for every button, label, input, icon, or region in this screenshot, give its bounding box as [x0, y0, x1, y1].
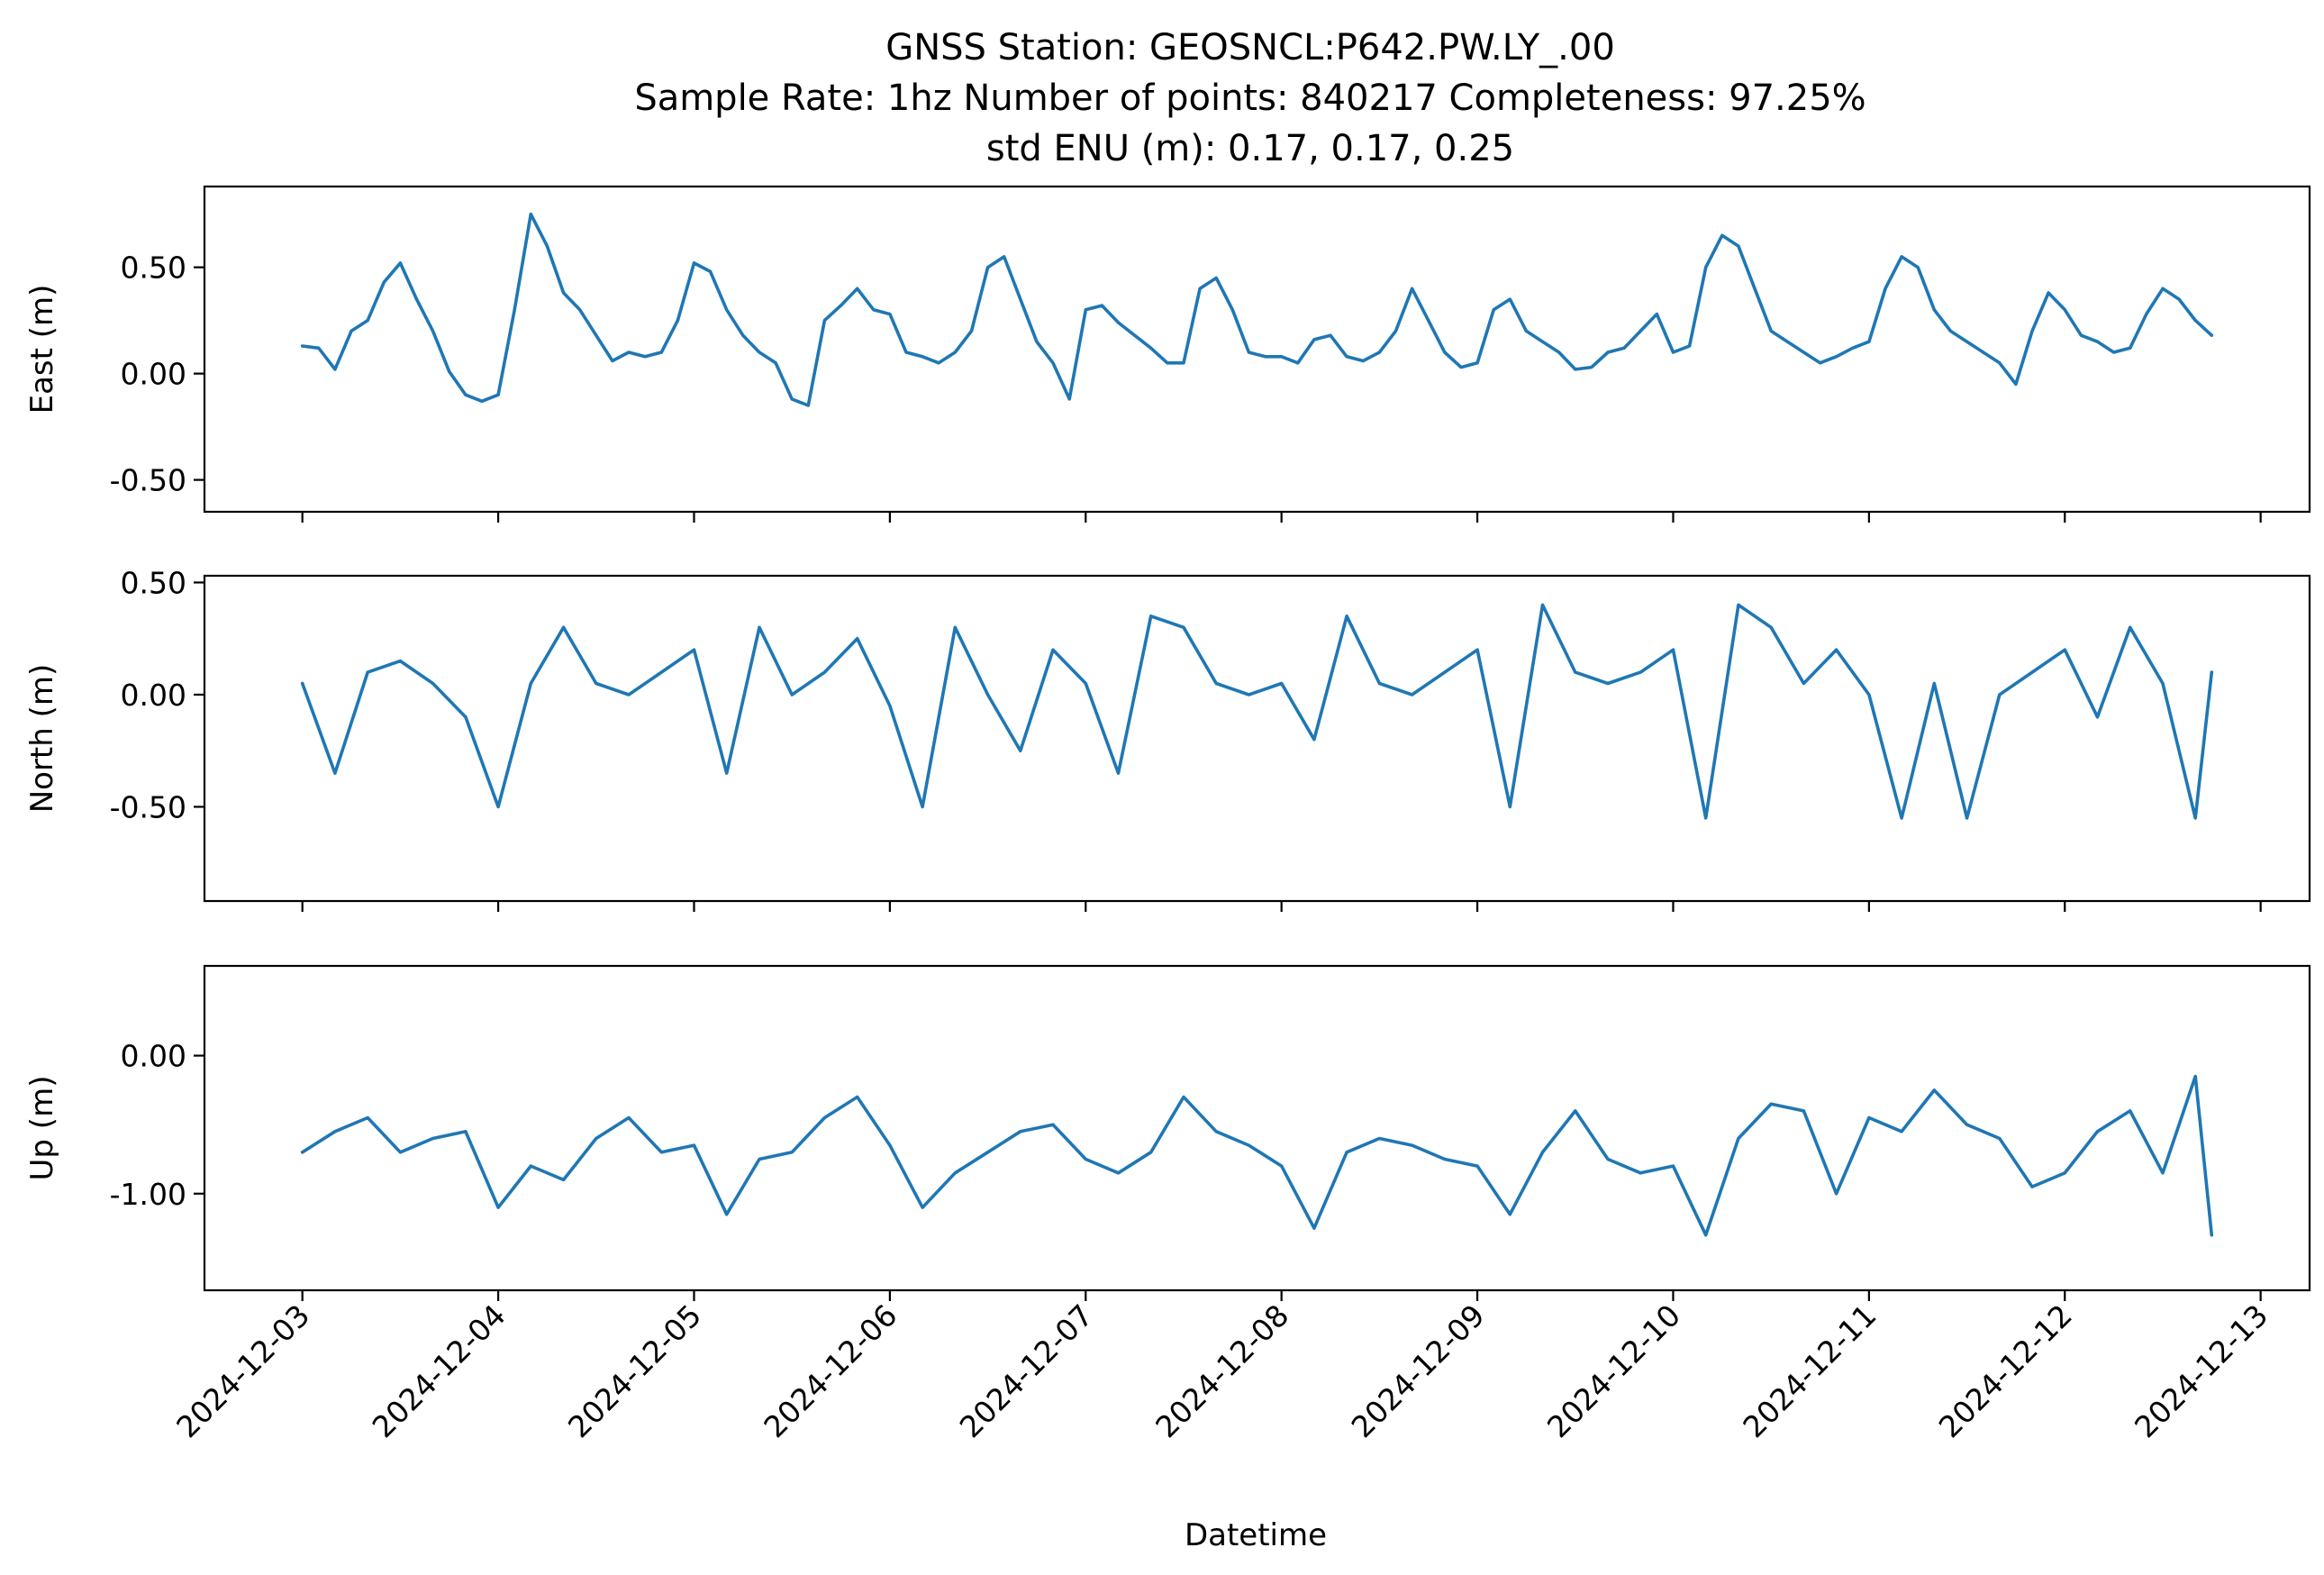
north-subplot: 0.50 0.00 -0.50 North (m): [24, 565, 2311, 912]
east-y-tick-label: 0.00: [121, 357, 186, 392]
chart-title-line-3: std ENU (m): 0.17, 0.17, 0.25: [986, 128, 1514, 169]
chart-title-line-1: GNSS Station: GEOSNCL:P642.PW.LY_.00: [885, 27, 1615, 68]
north-y-axis-label: North (m): [24, 664, 60, 814]
up-y-tick-label: -1.00: [110, 1177, 186, 1212]
east-series-line: [300, 212, 2214, 407]
north-y-tick-label: -0.50: [110, 789, 186, 824]
north-y-tick-label: 0.50: [121, 565, 186, 600]
up-y-tick-label: 0.00: [121, 1039, 186, 1074]
north-plot-frame: [203, 574, 2311, 903]
east-plot-frame: [203, 185, 2311, 514]
north-series-line: [300, 603, 2214, 820]
north-y-tick-label: 0.00: [121, 678, 186, 713]
x-axis-label: Datetime: [1185, 1517, 1327, 1553]
east-subplot: 0.50 0.00 -0.50 East (m): [24, 185, 2311, 523]
chart-title-line-2: Sample Rate: 1hz Number of points: 84021…: [634, 77, 1866, 119]
east-y-axis-label: East (m): [24, 285, 60, 414]
up-series-line: [300, 1074, 2214, 1237]
up-plot-frame: [203, 964, 2311, 1292]
up-y-axis-label: Up (m): [24, 1076, 60, 1181]
east-y-tick-label: -0.50: [110, 463, 186, 498]
east-y-tick-label: 0.50: [121, 250, 186, 286]
